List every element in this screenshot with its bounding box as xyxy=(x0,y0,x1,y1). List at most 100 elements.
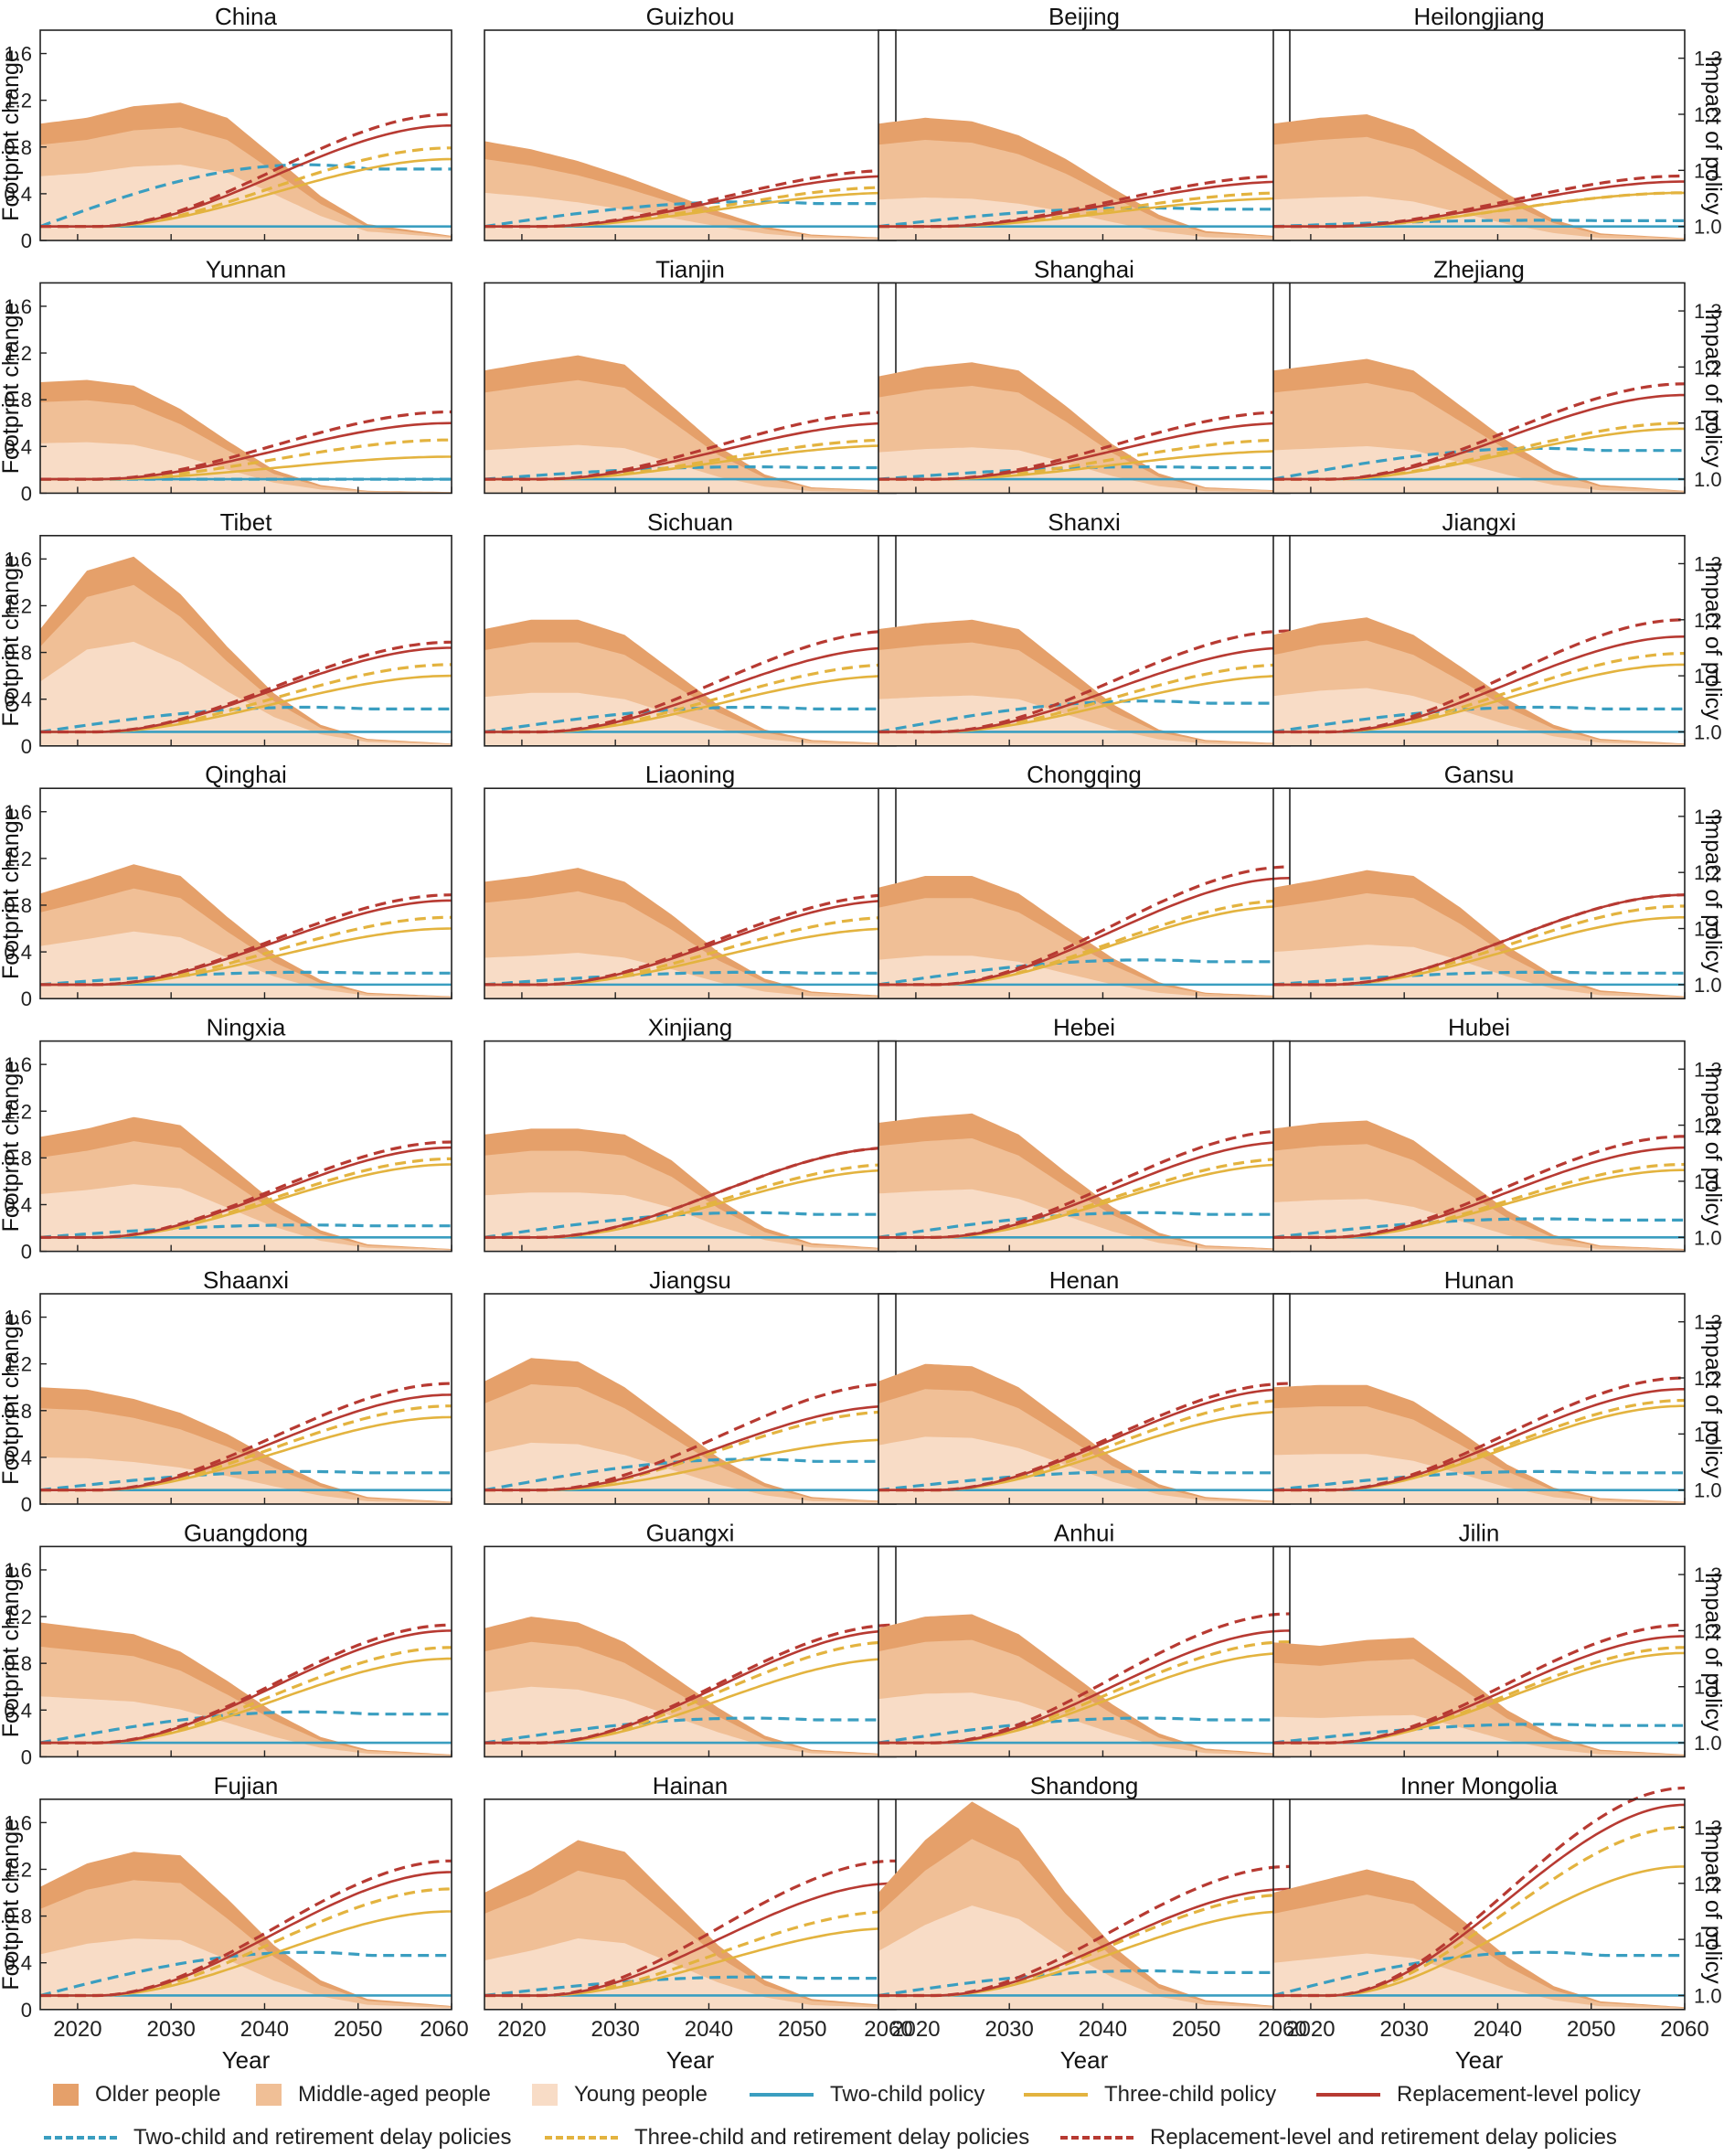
x-tick-label: 2040 xyxy=(685,2017,733,2042)
line-replacement-level-policy xyxy=(484,1629,897,1745)
line-three-child-retirement-delay xyxy=(484,1909,896,1998)
line-three-child-retirement-delay xyxy=(40,1157,452,1239)
line-replacement-level-policy xyxy=(878,646,1290,733)
line-replacement-level-policy xyxy=(40,124,452,228)
panel-fujian: Fujian 2020 2030 2040 2050 2060 Year 0 0.4 0.8 1.2… xyxy=(0,1772,469,2074)
y-left-tick-label: 0 xyxy=(21,987,32,1010)
x-tick-label: 2060 xyxy=(1258,2017,1306,2042)
y-right-tick-label: 1.2 xyxy=(1694,1619,1722,1642)
y-right-axis-label: Impact of policy xyxy=(1700,1825,1724,1984)
y-left-tick-label: 1.6 xyxy=(4,548,32,571)
line-replacement-retirement-delay xyxy=(1273,1135,1685,1239)
x-tick-label: 2060 xyxy=(420,2017,468,2042)
panel-frame xyxy=(1272,282,1686,495)
y-left-axis-label: Footprint change xyxy=(0,1819,24,1991)
line-replacement-level-policy xyxy=(878,422,1291,481)
y-right-tick-label: 1.1 xyxy=(1694,1170,1722,1193)
legend-replacement-swatch xyxy=(1316,2093,1380,2097)
panel-tianjin: Tianjin xyxy=(484,255,897,495)
y-left-tick-label: 0 xyxy=(21,1493,32,1516)
panel-title: Heilongjiang xyxy=(1413,3,1544,30)
line-two-child-retirement-delay xyxy=(1272,446,1685,481)
y-right-tick-label: 1.1 xyxy=(1694,1423,1722,1446)
y-left-axis-label: Footprint change xyxy=(0,49,24,221)
panel-title: Chongqing xyxy=(1027,761,1142,788)
panel-anhui: Anhui xyxy=(878,1519,1291,1758)
panel-title: China xyxy=(215,3,277,30)
y-right-axis-label: Impact of policy xyxy=(1700,561,1724,720)
line-three-child-retirement-delay xyxy=(484,1162,897,1239)
y-right-tick-label: 1.2 xyxy=(1694,1873,1722,1895)
y-left-axis-label: Footprint change xyxy=(0,1313,24,1485)
panel-title: Jiangxi xyxy=(1442,508,1516,536)
legend-older-swatch xyxy=(53,2084,79,2106)
panel-frame xyxy=(39,787,452,1000)
line-three-child-retirement-delay xyxy=(878,1893,1290,1998)
legend-three-child-swatch xyxy=(1024,2093,1088,2097)
y-right-tick-label: 1.3 xyxy=(1694,300,1722,323)
line-replacement-level-policy xyxy=(484,422,897,481)
panel-jiangsu: Jiangsu xyxy=(484,1266,897,1505)
y-left-axis-label: Footprint change xyxy=(0,1566,24,1738)
y-left-tick-label: 1.2 xyxy=(4,848,32,870)
area-young-people xyxy=(878,955,1290,999)
x-tick-label: 2060 xyxy=(864,2017,912,2042)
panel-frame xyxy=(1272,1040,1686,1253)
y-left-axis-label: Footprint change xyxy=(0,1061,24,1233)
area-young-people xyxy=(878,1189,1290,1252)
area-young-people xyxy=(40,641,452,746)
panel-guangxi: Guangxi xyxy=(484,1519,897,1758)
y-right-tick-label: 1.0 xyxy=(1694,1226,1722,1249)
panel-title: Fujian xyxy=(214,1772,279,1799)
x-axis-label: Year xyxy=(1060,2046,1109,2074)
panel-hebei: Hebei xyxy=(878,1014,1291,1253)
y-left-axis-label: Footprint change xyxy=(0,303,24,475)
panel-henan: Henan xyxy=(878,1266,1291,1505)
panel-liaoning: Liaoning xyxy=(484,761,897,1000)
line-replacement-retirement-delay xyxy=(40,112,452,229)
line-replacement-retirement-delay xyxy=(40,640,452,734)
panel-frame xyxy=(1272,1293,1686,1505)
line-replacement-level-policy xyxy=(1273,1635,1686,1745)
line-replacement-retirement-delay xyxy=(484,893,897,987)
line-three-child-retirement-delay xyxy=(484,1640,896,1745)
x-axis-label: Year xyxy=(666,2046,715,2074)
panel-title: Guangxi xyxy=(646,1519,735,1546)
legend-two-child-delay: Two-child and retirement delay policies xyxy=(44,2119,512,2156)
legend-young-swatch xyxy=(532,2084,558,2106)
y-left-tick-label: 0.8 xyxy=(4,1147,32,1169)
panel-frame xyxy=(39,534,452,747)
line-three-child-retirement-delay xyxy=(1273,904,1685,987)
panel-frame xyxy=(39,29,452,241)
y-left-tick-label: 0.4 xyxy=(4,1952,32,1975)
area-young-people xyxy=(878,447,1290,494)
y-right-tick-label: 1.2 xyxy=(1694,1115,1722,1137)
y-right-tick-label: 1.0 xyxy=(1694,1984,1722,2007)
x-axis-label: Year xyxy=(222,2046,271,2074)
line-three-child-retirement-delay xyxy=(40,663,452,734)
line-replacement-retirement-delay xyxy=(878,410,1290,481)
line-three-child-retirement-delay xyxy=(1273,1825,1686,1998)
line-replacement-retirement-delay xyxy=(40,893,452,987)
line-three-child-retirement-delay xyxy=(878,1640,1290,1745)
line-replacement-retirement-delay xyxy=(484,1146,897,1239)
line-replacement-level-policy xyxy=(40,422,452,481)
legend-middle: Middle-aged people xyxy=(256,2076,491,2113)
y-left-tick-label: 1.6 xyxy=(4,1811,32,1834)
line-two-child-retirement-delay xyxy=(1272,1950,1685,1998)
panel-title: Jilin xyxy=(1459,1519,1500,1546)
line-three-child-retirement-delay xyxy=(1273,652,1685,734)
y-left-tick-label: 0.4 xyxy=(4,183,32,206)
area-young-people xyxy=(1273,196,1685,240)
x-tick-label: 2050 xyxy=(1567,2017,1615,2042)
panel-title: Hunan xyxy=(1444,1266,1515,1294)
area-young-people xyxy=(878,1905,1290,2010)
line-replacement-level-policy xyxy=(40,646,452,733)
